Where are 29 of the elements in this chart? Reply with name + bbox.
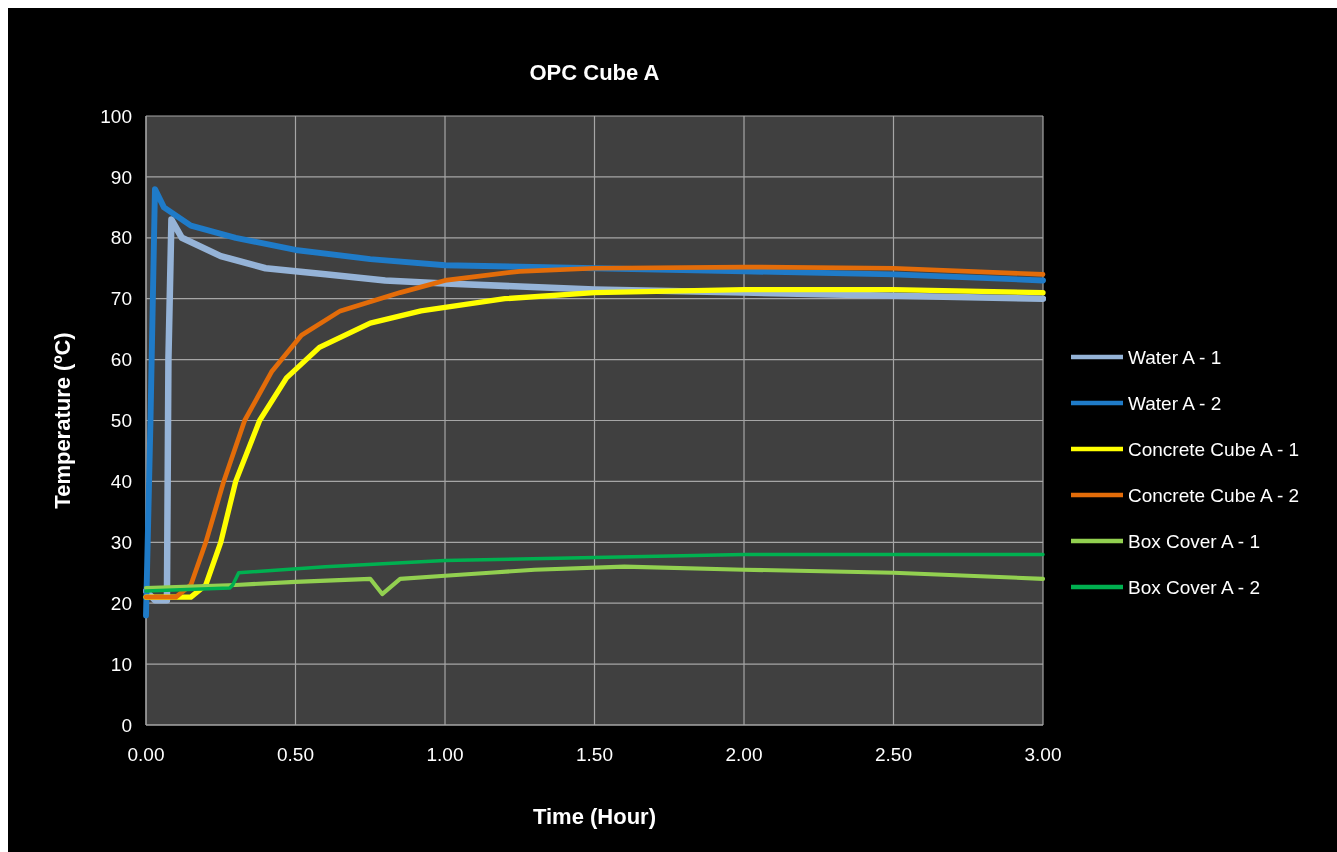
legend-label: Water A - 1 — [1128, 346, 1222, 368]
y-tick-label: 40 — [110, 471, 132, 493]
legend-label: Concrete Cube A - 2 — [1128, 484, 1300, 506]
x-tick-label: 1.50 — [576, 744, 613, 765]
x-tick-label: 0.50 — [277, 744, 314, 765]
chart-title: OPC Cube A — [529, 60, 660, 85]
x-tick-label: 3.00 — [1024, 744, 1062, 765]
legend-label: Box Cover A - 2 — [1128, 576, 1261, 598]
y-tick-label: 60 — [110, 349, 132, 371]
legend-label: Concrete Cube A - 1 — [1128, 438, 1300, 460]
legend-label: Box Cover A - 1 — [1128, 530, 1261, 552]
y-tick-label: 0 — [121, 714, 132, 736]
y-tick-label: 50 — [110, 410, 132, 432]
x-tick-label: 1.00 — [426, 744, 464, 765]
line-series — [144, 552, 1045, 593]
y-tick-label: 30 — [110, 531, 132, 553]
x-axis-title: Time (Hour) — [532, 804, 657, 829]
y-tick-label: 20 — [110, 592, 132, 614]
legend-label: Water A - 2 — [1128, 392, 1222, 414]
x-tick-label: 2.50 — [875, 744, 912, 765]
y-tick-label: 100 — [100, 105, 132, 127]
line-series — [143, 564, 1046, 597]
y-tick-label: 70 — [110, 288, 132, 310]
y-tick-label: 80 — [110, 227, 132, 249]
y-tick-label: 90 — [110, 166, 132, 188]
x-tick-label: 0.00 — [127, 744, 165, 765]
y-tick-label: 10 — [110, 653, 132, 675]
x-tick-label: 2.00 — [725, 744, 763, 765]
y-axis-title: Temperature (ºC) — [50, 332, 75, 509]
